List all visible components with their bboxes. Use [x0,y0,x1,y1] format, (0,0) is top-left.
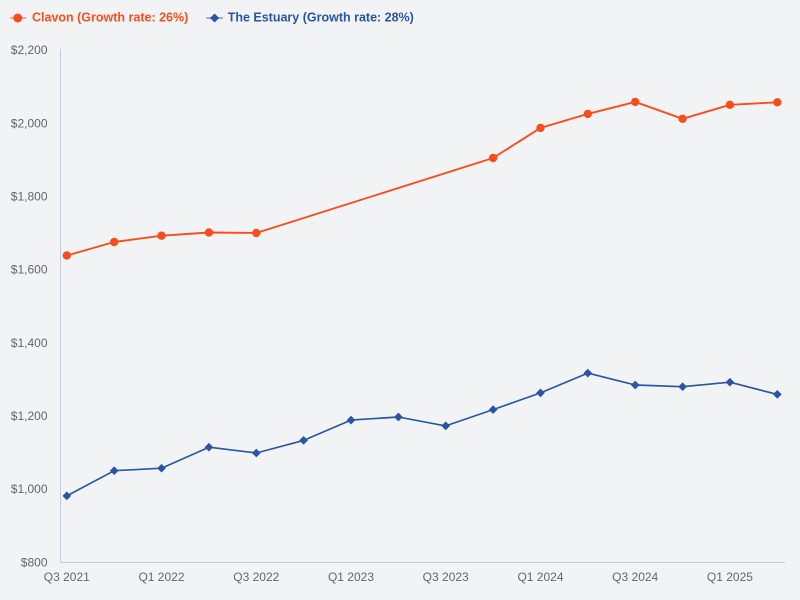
svg-text:$1,400: $1,400 [11,336,48,350]
svg-text:$2,000: $2,000 [11,116,48,130]
svg-text:Q1 2024: Q1 2024 [517,570,563,584]
svg-text:$1,200: $1,200 [11,409,48,423]
svg-text:Q3 2021: Q3 2021 [44,570,90,584]
svg-text:Clavon (Growth rate: 26%): Clavon (Growth rate: 26%) [32,11,188,25]
svg-text:$800: $800 [21,555,48,569]
svg-text:$2,200: $2,200 [11,43,48,57]
svg-text:$1,000: $1,000 [11,482,48,496]
svg-text:Q3 2022: Q3 2022 [233,570,279,584]
svg-text:Q1 2025: Q1 2025 [707,570,753,584]
svg-text:$1,600: $1,600 [11,263,48,277]
svg-text:$1,800: $1,800 [11,190,48,204]
svg-text:Q3 2024: Q3 2024 [612,570,658,584]
svg-text:The Estuary (Growth rate: 28%): The Estuary (Growth rate: 28%) [228,11,414,25]
svg-text:Q1 2023: Q1 2023 [328,570,374,584]
svg-text:Q1 2022: Q1 2022 [138,570,184,584]
svg-text:Q3 2023: Q3 2023 [423,570,469,584]
